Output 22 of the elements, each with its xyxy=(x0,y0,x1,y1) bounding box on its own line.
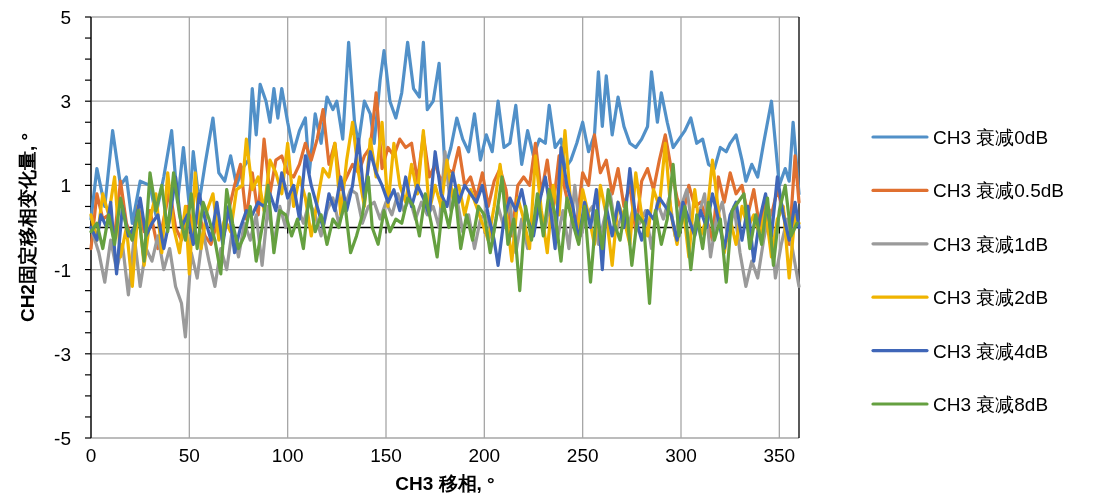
x-tick-label: 250 xyxy=(566,445,599,466)
legend-label: CH3 衰减4dB xyxy=(933,340,1049,362)
y-tick-label: -5 xyxy=(54,428,71,449)
legend-label: CH3 衰减8dB xyxy=(933,394,1049,415)
y-tick-label: -1 xyxy=(54,259,71,281)
x-tick-label: 50 xyxy=(178,445,200,466)
legend-label: CH3 衰减0dB xyxy=(933,127,1049,148)
x-tick-label: 350 xyxy=(763,445,796,466)
y-tick-label: 5 xyxy=(60,7,71,28)
y-tick-label: 1 xyxy=(60,175,71,197)
x-tick-label: 100 xyxy=(271,445,304,466)
x-tick-label: 200 xyxy=(468,445,501,466)
y-axis-title: CH2固定移相变化量, ° xyxy=(17,132,38,323)
x-tick-label: 150 xyxy=(370,445,402,466)
legend-label: CH3 衰减0.5dB xyxy=(933,180,1064,202)
y-tick-label: 3 xyxy=(60,91,71,113)
x-axis-title: CH3 移相, ° xyxy=(395,473,495,494)
x-tick-label: 300 xyxy=(665,445,697,466)
legend-label: CH3 衰减2dB xyxy=(933,287,1049,309)
y-tick-label: -3 xyxy=(54,343,71,365)
legend-label: CH3 衰减1dB xyxy=(933,233,1049,255)
x-tick-label: 0 xyxy=(85,445,97,466)
